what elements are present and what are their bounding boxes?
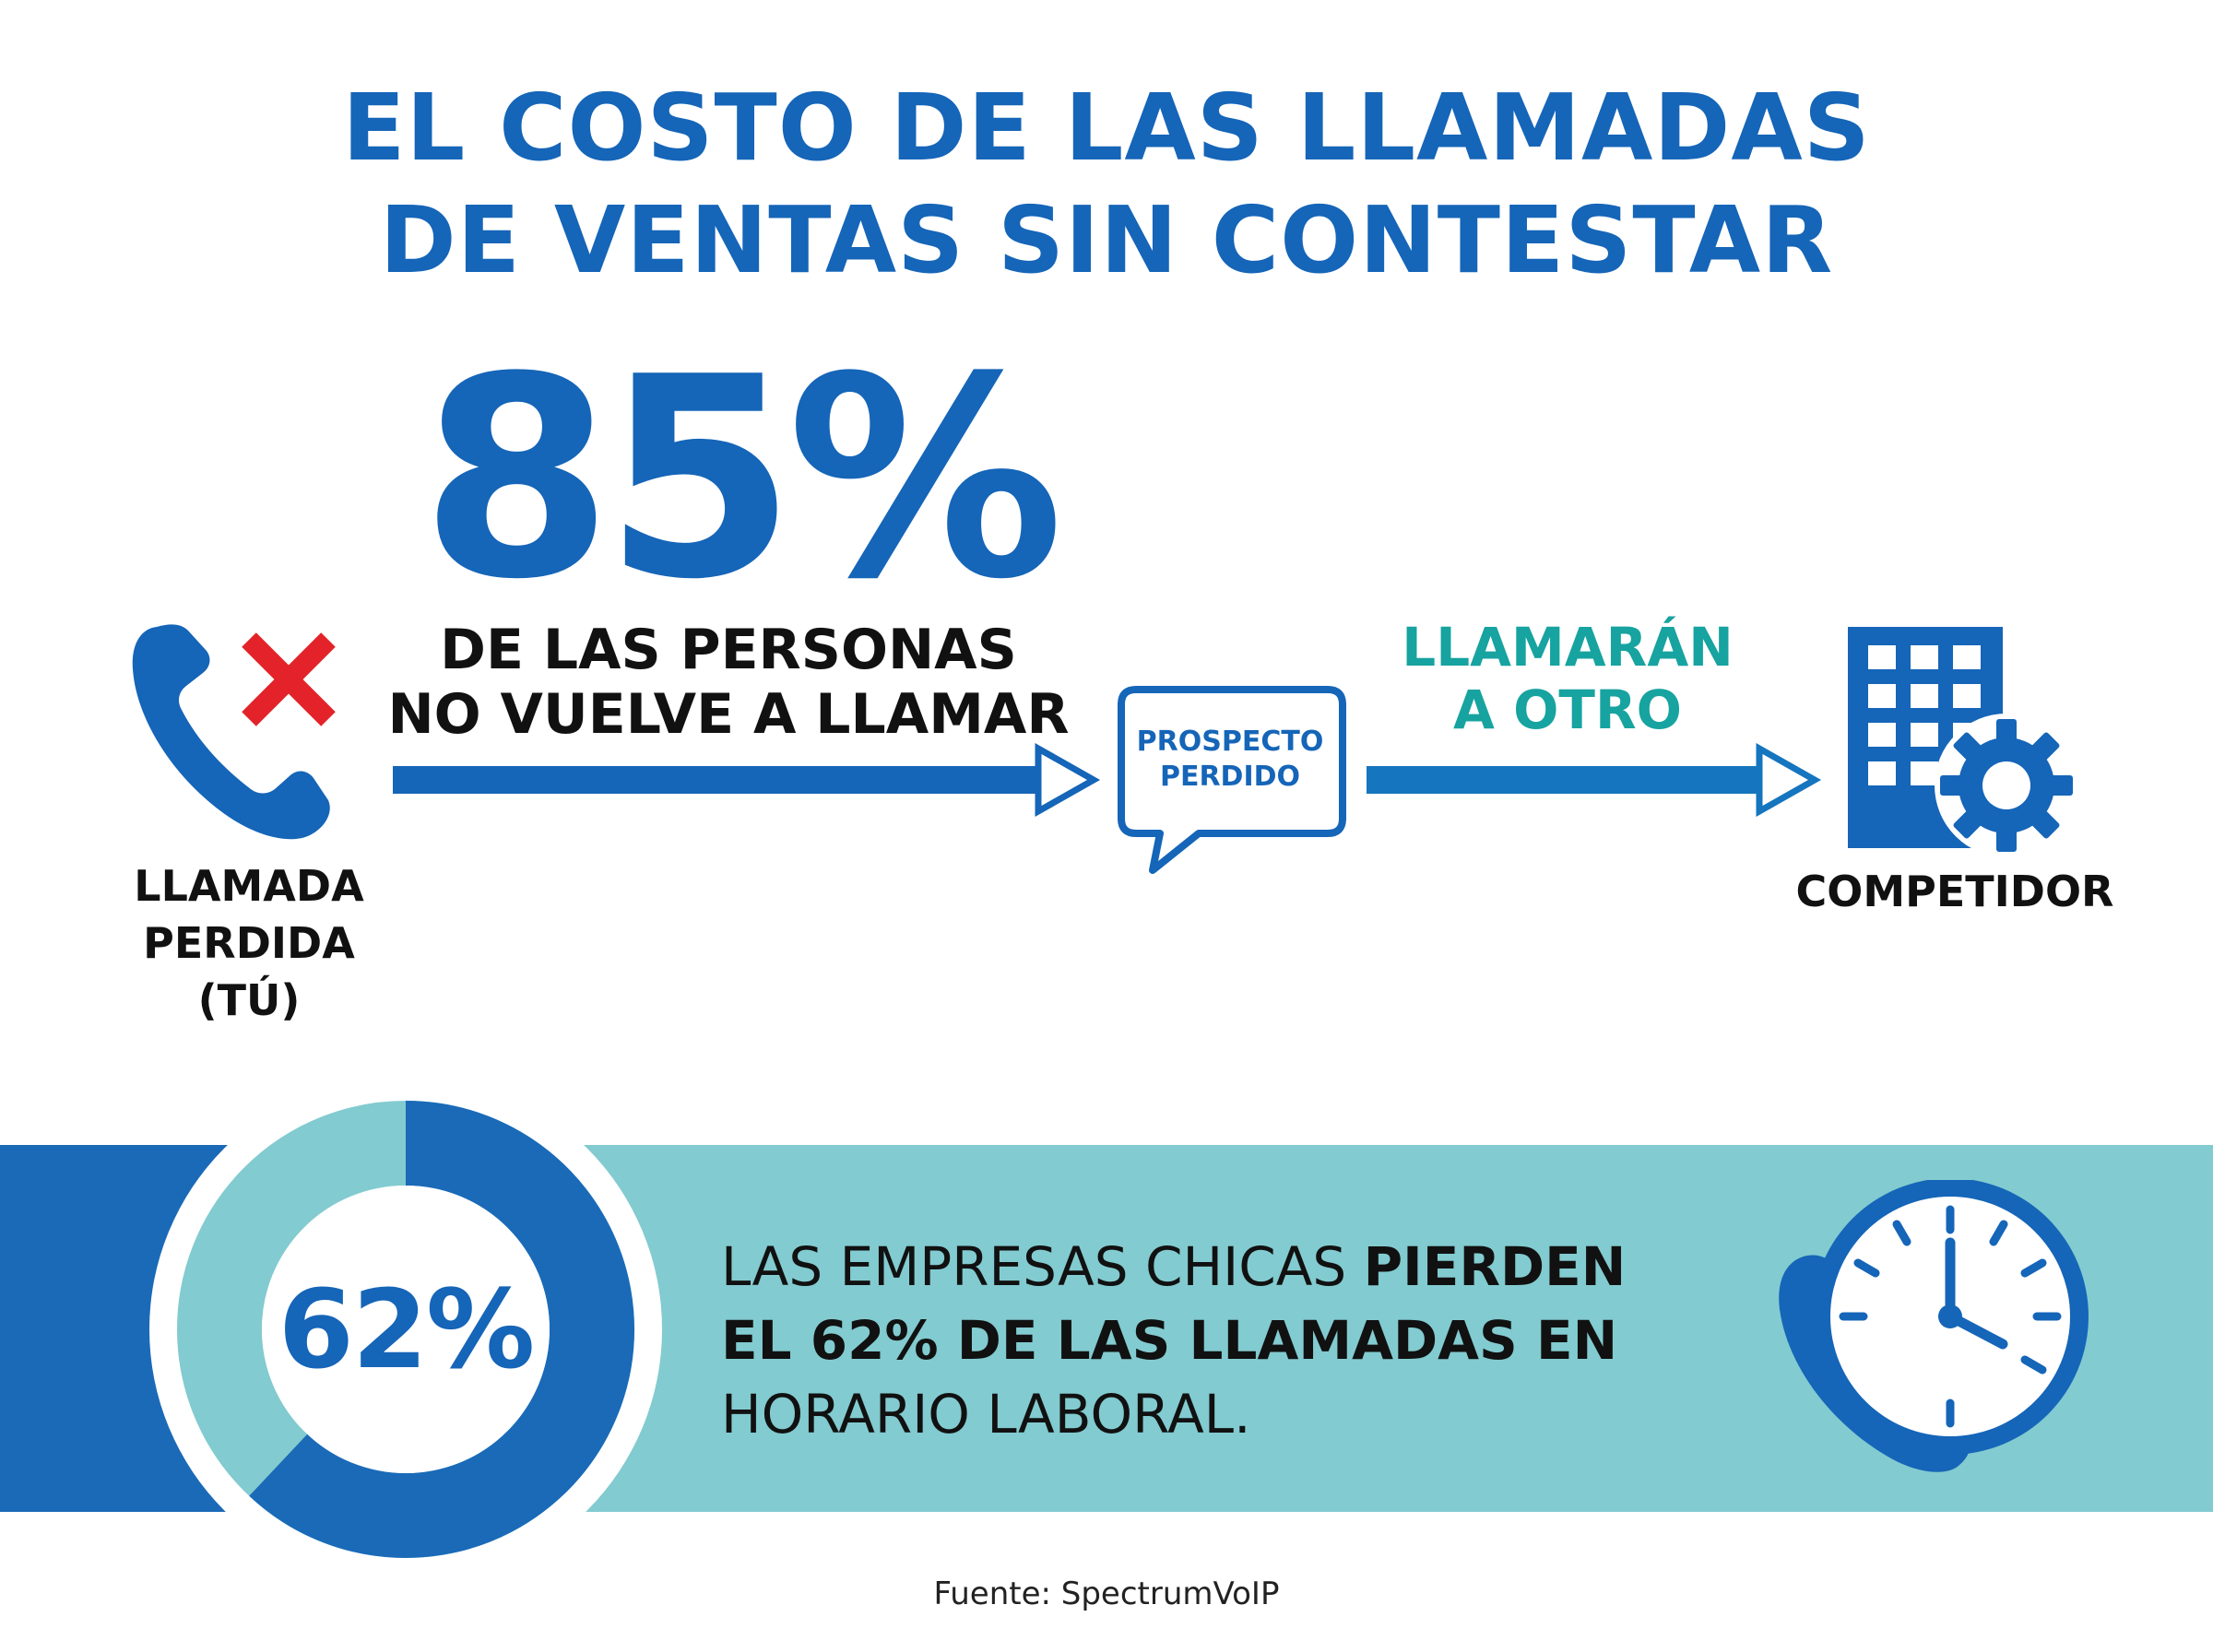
phone-clock-icon [1761,1178,2102,1484]
donut-value-arc [249,1101,634,1558]
title-line-2: DE VENTAS SIN CONTESTAR [379,186,1834,294]
stat-85-caption: DE LAS PERSONAS NO VUELVE A LLAMAR [350,618,1106,747]
stat-62-caption: LAS EMPRESAS CHICAS PIERDEN EL 62% DE LA… [721,1230,1754,1451]
missed-call-line-2: PERDIDA [143,918,355,968]
missed-call-label: LLAMADA PERDIDA (TÚ) [74,857,424,1029]
missed-call-line-1: LLAMADA [134,861,364,911]
stat-85-value: 85% [420,318,1064,640]
arrow-to-bubble [393,742,1101,818]
redirect-label: LLAMARÁN A OTRO [1355,616,1780,741]
page-title: EL COSTO DE LAS LLAMADAS DE VENTAS SIN C… [0,72,2213,297]
lost-prospect-line-2: PERDIDO [1159,761,1301,793]
stat-85-line-2: NO VUELVE A LLAMAR [387,682,1070,747]
building-gear-icon [1835,618,2084,857]
stat-85-line-1: DE LAS PERSONAS [440,618,1017,682]
missed-call-line-3: (TÚ) [197,975,301,1025]
competitor-label: COMPETIDOR [1795,867,2114,916]
lost-prospect-label: PROSPECTO PERDIDO [1118,725,1343,795]
stat-62-line-3: HORARIO LABORAL. [721,1383,1251,1446]
phone-x-icon [120,608,378,848]
stat-62-line-2: EL 62% DE LAS LLAMADAS EN [721,1309,1618,1372]
redirect-line-1: LLAMARÁN [1402,616,1734,678]
source-note: Fuente: SpectrumVoIP [933,1575,1280,1612]
lost-prospect-line-1: PROSPECTO [1136,726,1324,758]
arrow-to-competitor [1367,742,1822,818]
stat-62-line-1a: LAS EMPRESAS CHICAS [721,1235,1364,1298]
stat-62-line-1b: PIERDEN [1363,1235,1627,1298]
donut-62 [148,1071,664,1587]
flow-arrows [393,686,1822,874]
stat-62-value: 62% [278,1266,535,1393]
title-line-1: EL COSTO DE LAS LLAMADAS [342,74,1871,182]
redirect-line-2: A OTRO [1453,678,1682,741]
speech-bubble-icon [1118,686,1346,874]
